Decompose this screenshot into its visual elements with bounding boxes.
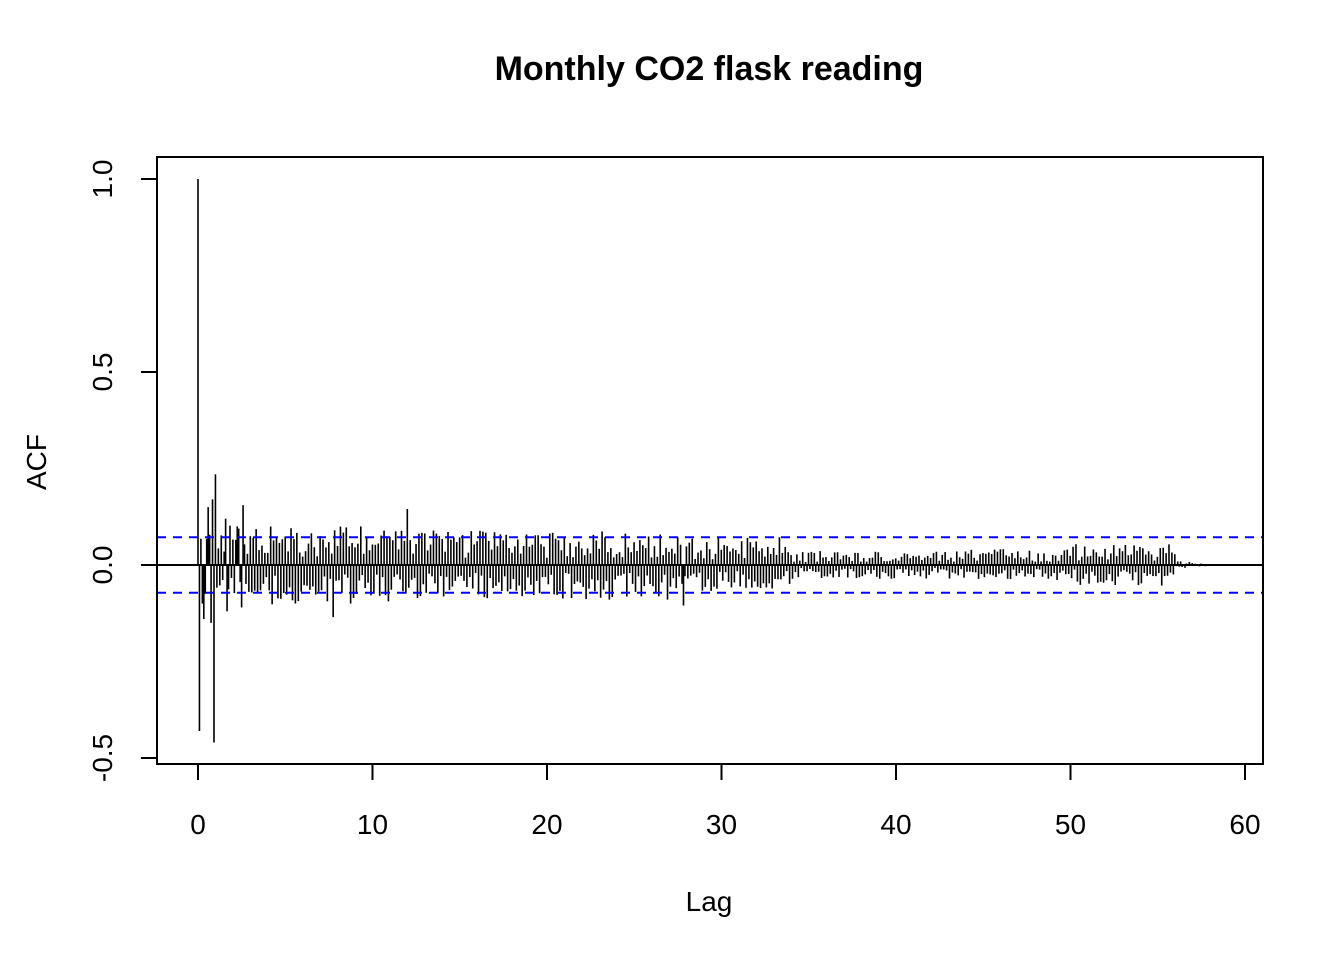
y-axis-label: ACF [21, 434, 52, 490]
chart-title: Monthly CO2 flask reading [495, 50, 924, 88]
x-axis-label: Lag [686, 886, 733, 917]
plot-frame [156, 156, 1264, 765]
x-tick-label: 50 [1055, 809, 1086, 840]
x-tick-label: 0 [190, 809, 206, 840]
y-tick-label: -0.5 [87, 734, 118, 782]
x-tick-label: 20 [531, 809, 562, 840]
y-axis: -0.5 0.0 0.5 1.0 [87, 160, 158, 782]
y-tick-label: 0.5 [87, 353, 118, 392]
y-tick-label: 0.0 [87, 546, 118, 585]
x-tick-label: 40 [880, 809, 911, 840]
acf-stems [197, 179, 1217, 743]
x-tick-label: 60 [1229, 809, 1260, 840]
x-axis: 0 10 20 30 40 50 60 [190, 763, 1261, 840]
x-tick-label: 30 [706, 809, 737, 840]
y-tick-label: 1.0 [87, 160, 118, 199]
reference-lines [157, 536, 1263, 594]
x-tick-label: 10 [357, 809, 388, 840]
